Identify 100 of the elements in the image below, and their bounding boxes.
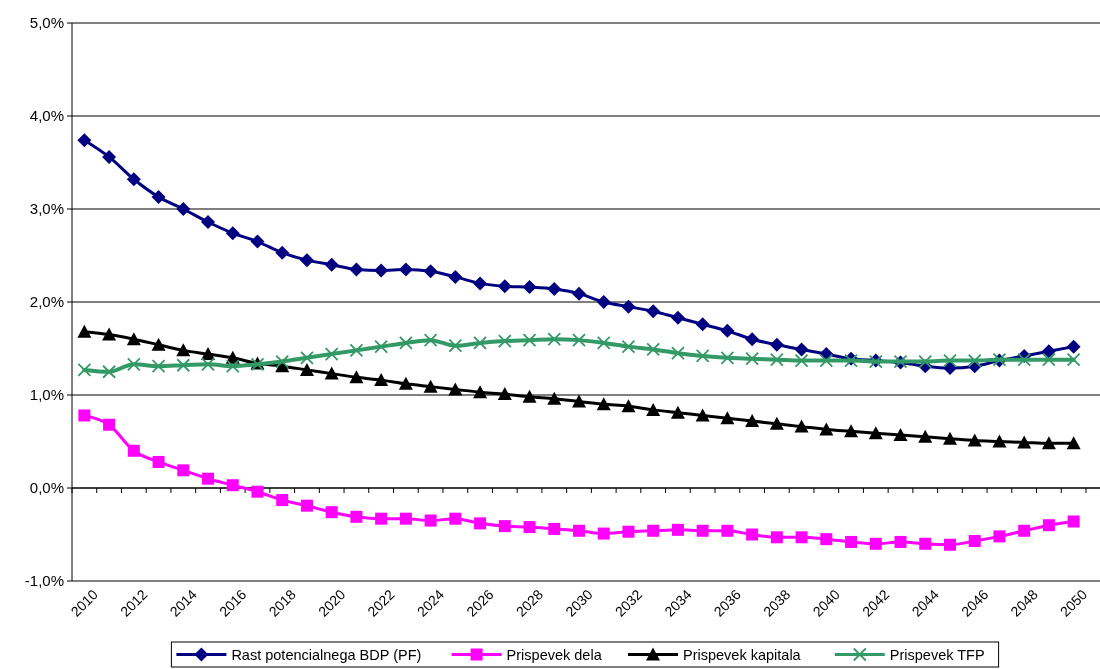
point xyxy=(398,376,413,390)
y-tick-label: 2,0% xyxy=(29,293,64,311)
point xyxy=(103,418,116,431)
point xyxy=(448,269,463,284)
point xyxy=(202,472,215,485)
point xyxy=(1066,339,1081,354)
point xyxy=(621,399,636,413)
point xyxy=(845,535,858,548)
point xyxy=(695,317,710,332)
point xyxy=(573,524,585,537)
point xyxy=(177,464,190,477)
point xyxy=(349,343,364,358)
point xyxy=(300,350,314,365)
y-tick-label: 3,0% xyxy=(29,200,64,218)
point xyxy=(176,343,191,357)
point xyxy=(77,362,92,377)
point xyxy=(548,522,561,535)
point xyxy=(324,366,339,380)
point xyxy=(151,189,166,204)
point xyxy=(523,521,536,534)
point xyxy=(250,234,265,249)
point xyxy=(745,414,760,428)
legend-label: Rast potencialnega BDP (PF) xyxy=(231,646,422,663)
point xyxy=(77,133,92,148)
point xyxy=(497,279,512,294)
point xyxy=(844,424,859,438)
point xyxy=(448,382,463,396)
point xyxy=(201,347,216,361)
point xyxy=(350,510,363,523)
point xyxy=(300,499,313,512)
point xyxy=(77,324,92,338)
point xyxy=(102,149,117,164)
point xyxy=(721,524,734,537)
point xyxy=(919,537,932,550)
point xyxy=(349,262,364,277)
point xyxy=(522,280,537,295)
point xyxy=(449,512,462,525)
point xyxy=(375,512,388,525)
point xyxy=(374,373,389,387)
point xyxy=(819,422,834,436)
point xyxy=(769,337,784,352)
point xyxy=(696,524,709,537)
point xyxy=(795,531,808,544)
point xyxy=(572,286,586,301)
point xyxy=(1042,352,1056,367)
point xyxy=(1017,435,1032,449)
point xyxy=(423,264,438,279)
point xyxy=(374,263,389,278)
point xyxy=(942,431,957,445)
point xyxy=(324,257,339,272)
point xyxy=(299,253,314,268)
y-tick-label: 1,0% xyxy=(29,386,64,404)
point xyxy=(770,531,783,544)
point xyxy=(794,419,809,433)
y-tick-label: 0,0% xyxy=(29,479,64,497)
point xyxy=(1066,352,1081,367)
point xyxy=(399,512,412,525)
point xyxy=(967,353,982,368)
point xyxy=(572,333,586,348)
point xyxy=(276,494,289,507)
point xyxy=(1041,344,1056,359)
point xyxy=(1042,519,1055,532)
point xyxy=(720,411,735,425)
point xyxy=(942,361,957,376)
point xyxy=(424,514,437,527)
point xyxy=(596,336,611,350)
point xyxy=(918,429,933,443)
point xyxy=(745,332,760,347)
point xyxy=(820,533,833,546)
point xyxy=(720,323,735,338)
point xyxy=(967,433,982,447)
point xyxy=(746,528,759,541)
point xyxy=(497,387,512,401)
point xyxy=(596,397,611,411)
y-tick-label: 4,0% xyxy=(29,107,64,125)
point xyxy=(127,444,140,457)
point xyxy=(423,379,438,393)
point xyxy=(176,202,191,216)
point xyxy=(349,370,364,384)
point xyxy=(226,479,239,492)
point xyxy=(398,336,413,350)
y-tick-label: -1,0% xyxy=(24,572,64,590)
point xyxy=(943,538,956,551)
point xyxy=(151,359,166,374)
legend-label: Prispevek dela xyxy=(506,646,603,663)
point xyxy=(943,353,957,368)
point xyxy=(547,391,562,405)
y-tick-label: 5,0% xyxy=(29,14,64,32)
point xyxy=(225,226,240,241)
point xyxy=(992,434,1007,448)
point xyxy=(647,524,660,537)
point xyxy=(993,530,1006,543)
point xyxy=(868,426,883,440)
point xyxy=(894,535,907,548)
point xyxy=(275,354,290,369)
point xyxy=(646,304,661,319)
point xyxy=(225,359,240,374)
point xyxy=(1017,352,1032,367)
point xyxy=(423,333,438,348)
point xyxy=(745,351,760,366)
